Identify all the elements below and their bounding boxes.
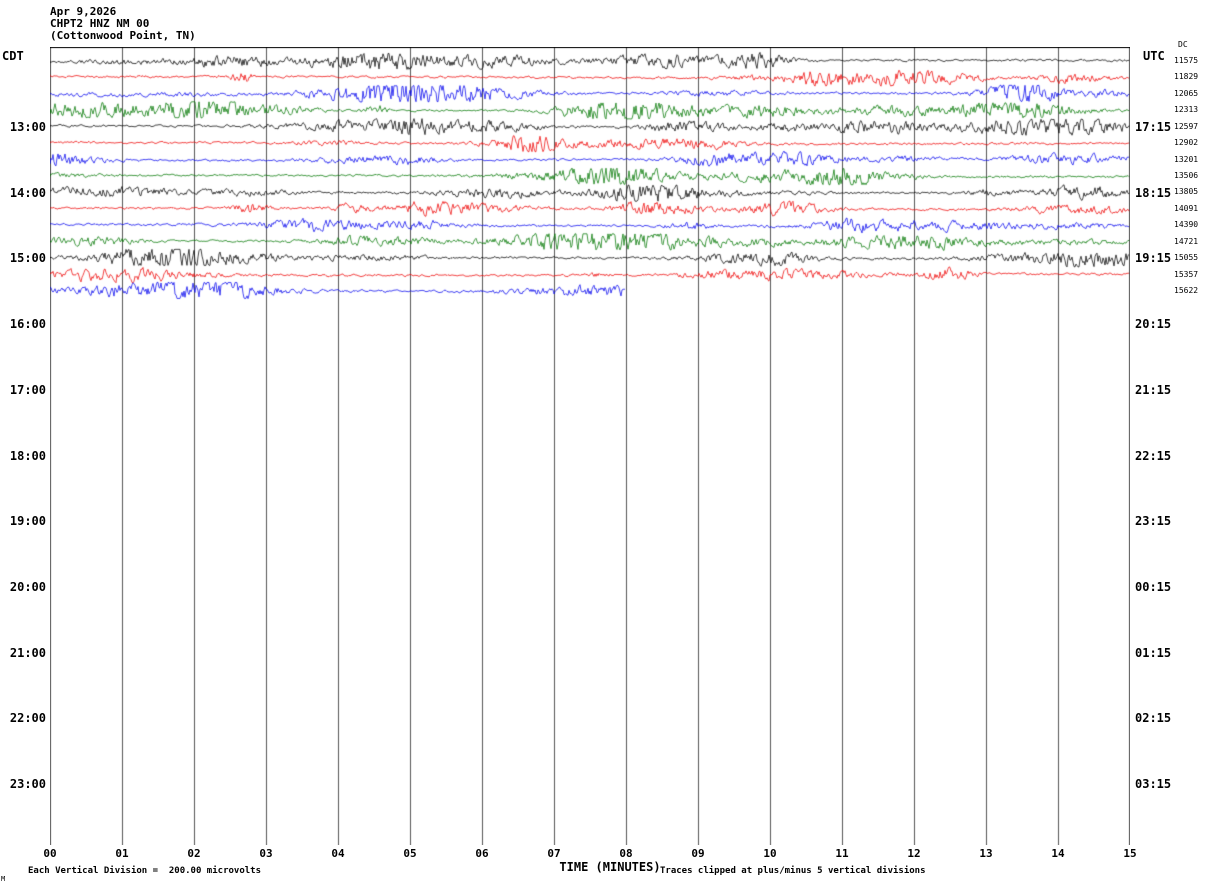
dc-offset-label: 13506 (1174, 170, 1199, 180)
x-tick-label: 00 (43, 847, 57, 860)
left-time-label: 14:00 (9, 185, 46, 200)
right-time-label: 23:15 (1135, 514, 1172, 529)
dc-offset-label: 15622 (1174, 285, 1199, 295)
right-time-label: 22:15 (1135, 448, 1172, 463)
left-time-label: 22:00 (9, 711, 46, 726)
x-tick-label: 10 (763, 847, 777, 860)
x-tick-label: 14 (1051, 847, 1065, 860)
left-time-label: 19:00 (9, 514, 46, 529)
seismogram-canvas (50, 47, 1130, 845)
left-time-label: 20:00 (9, 579, 46, 594)
dc-offset-label: 11829 (1174, 72, 1199, 82)
dc-offset-label: 14721 (1174, 236, 1199, 246)
clip-note: Traces clipped at plus/minus 5 vertical … (660, 866, 926, 876)
x-tick-label: 12 (907, 847, 921, 860)
x-tick-label: 08 (619, 847, 633, 860)
dc-offset-label: 12902 (1174, 138, 1199, 148)
x-tick-label: 06 (475, 847, 489, 860)
x-tick-label: 15 (1123, 847, 1137, 860)
corner-mark: M (1, 875, 6, 883)
dc-offset-label: 12065 (1174, 88, 1199, 98)
dc-column-header: DC (1178, 40, 1188, 49)
x-tick-label: 04 (331, 847, 345, 860)
dc-offset-label: 14390 (1174, 220, 1199, 230)
right-time-label: 20:15 (1135, 317, 1172, 332)
left-time-label: 16:00 (9, 317, 46, 332)
right-time-label: 18:15 (1135, 185, 1172, 200)
dc-offset-label: 12313 (1174, 105, 1199, 115)
scale-note: Each Vertical Division = 200.00 microvol… (28, 866, 261, 876)
x-tick-label: 09 (691, 847, 705, 860)
right-time-label: 03:15 (1135, 777, 1172, 791)
left-time-label: 15:00 (9, 251, 46, 266)
right-time-label: 19:15 (1135, 251, 1172, 266)
right-time-label: 17:15 (1135, 120, 1172, 134)
x-tick-label: 05 (403, 847, 417, 860)
dc-offset-label: 14091 (1174, 203, 1199, 213)
dc-offset-label: 11575 (1174, 56, 1199, 65)
x-axis-title: TIME (MINUTES) (559, 860, 661, 874)
left-time-label: 17:00 (9, 382, 46, 397)
x-tick-label: 02 (187, 847, 201, 860)
x-tick-label: 13 (979, 847, 993, 860)
dc-offset-label: 13805 (1174, 187, 1199, 197)
right-time-label: 02:15 (1135, 711, 1172, 726)
date-label: Apr 9,2026 (50, 5, 117, 18)
right-time-label: 01:15 (1135, 645, 1172, 660)
left-time-label: 18:00 (9, 448, 46, 463)
dc-offset-label: 12597 (1174, 121, 1199, 131)
left-time-label: 23:00 (9, 777, 46, 791)
right-time-label: 00:15 (1135, 579, 1172, 594)
x-tick-label: 01 (115, 847, 129, 860)
dc-offset-label: 15357 (1174, 269, 1199, 279)
dc-offset-label: 13201 (1174, 154, 1199, 164)
left-time-label: 21:00 (9, 645, 46, 660)
x-tick-label: 11 (835, 847, 849, 860)
x-tick-label: 07 (547, 847, 561, 860)
left-time-label: 13:00 (9, 120, 46, 134)
x-tick-label: 03 (259, 847, 273, 860)
left-timezone-label: CDT (2, 49, 24, 63)
right-time-label: 21:15 (1135, 382, 1172, 397)
station-label: CHPT2 HNZ NM 00 (50, 17, 150, 30)
right-timezone-label: UTC (1143, 49, 1165, 63)
dc-offset-label: 15055 (1174, 253, 1199, 263)
location-label: (Cottonwood Point, TN) (50, 29, 196, 42)
